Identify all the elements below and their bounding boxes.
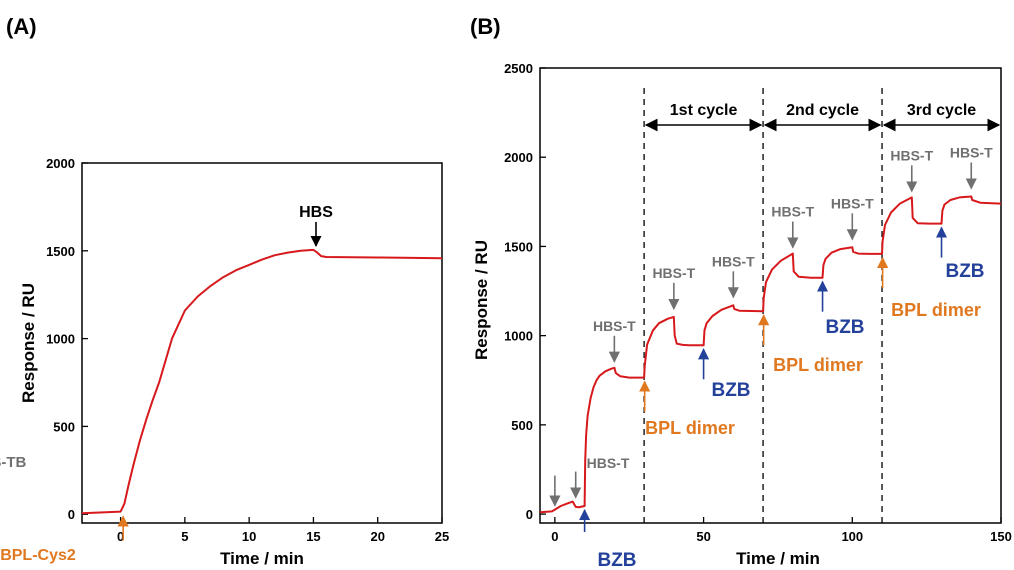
cycle-label: 3rd cycle: [907, 102, 976, 119]
cycle-label: 2nd cycle: [786, 102, 859, 119]
annotation-label: HBS-TB: [0, 454, 26, 471]
x-tick-label: 25: [435, 529, 449, 544]
panel-b-frame: [539, 67, 1002, 524]
panel-a-ticks: 0 5 10 15 20 25 0 500 1000 1500 2000: [46, 156, 449, 544]
panel-a-x-axis-label: Time / min: [220, 549, 304, 568]
y-tick-label: 1500: [504, 239, 533, 254]
panel-b-series: [539, 195, 1002, 514]
panel-b-annotations: HBS-TB HBS-T BZB HBS-T BPL dimer HBS-T BZB HBS-…: [0, 144, 993, 570]
annotation-label: HBS-T: [593, 318, 636, 334]
x-tick-label: 100: [841, 529, 863, 544]
cycle-label: 1st cycle: [670, 102, 738, 119]
x-tick-label: 0: [551, 529, 558, 544]
x-tick-label: 10: [242, 529, 256, 544]
y-tick-label: 2500: [504, 61, 533, 76]
annotation-label: BZB: [597, 550, 636, 570]
x-tick-label: 50: [696, 529, 710, 544]
y-tick-label: 500: [511, 418, 533, 433]
panel-a-frame: [81, 162, 443, 524]
annotation-label: HBS-T: [771, 204, 814, 220]
y-tick-label: 1000: [504, 329, 533, 344]
y-tick-label: 2000: [504, 150, 533, 165]
panel-b-cycles: 1st cycle 2nd cycle 3rd cycle: [643, 88, 1001, 523]
x-tick-label: 20: [370, 529, 384, 544]
panel-b-label: (B): [470, 14, 501, 39]
annotation-label: BPL dimer: [891, 300, 981, 320]
annotation-label: HBS: [299, 204, 333, 221]
annotation-label: BZB: [711, 380, 750, 401]
annotation-label: BPL dimer: [773, 355, 863, 375]
annotation-label: BZB: [825, 317, 864, 338]
annotation-label: HBS-T: [890, 147, 933, 163]
panel-a-series: [81, 248, 443, 515]
y-tick-label: 1000: [46, 332, 75, 347]
annotation-label: HBS-T: [950, 144, 993, 160]
panel-b-y-axis-label: Response / RU: [472, 240, 491, 360]
panel-b-x-axis-label: Time / min: [736, 549, 820, 568]
panel-b: (B) Time / min Response / RU 1st cycle 2n…: [0, 14, 1012, 570]
annotation-label: BZB: [945, 261, 984, 282]
y-tick-label: 0: [526, 507, 533, 522]
panel-a-y-axis-label: Response / RU: [19, 283, 38, 403]
panel-a: (A) Time / min Response / RU 0 5 10 15 20 250…: [0, 14, 449, 568]
series-line: [81, 248, 443, 515]
annotation-label: BPL dimer: [645, 418, 735, 438]
y-tick-label: 0: [68, 507, 75, 522]
y-tick-label: 1500: [46, 244, 75, 259]
x-tick-label: 150: [990, 529, 1012, 544]
y-tick-label: 2000: [46, 156, 75, 171]
annotation-label: HBS-T: [831, 195, 874, 211]
annotation-label: HBS-T: [652, 265, 695, 281]
annotation-label: HBS-T: [712, 253, 755, 269]
panel-a-label: (A): [6, 14, 37, 39]
x-tick-label: 15: [306, 529, 320, 544]
x-tick-label: 0: [117, 529, 124, 544]
panel-a-annotations: HBS BPL-Cys2: [0, 204, 333, 564]
series-line: [539, 195, 1002, 514]
y-tick-label: 500: [53, 419, 75, 434]
x-tick-label: 5: [181, 529, 188, 544]
annotation-label: BPL-Cys2: [0, 547, 76, 564]
annotation-label: HBS-T: [587, 455, 630, 471]
